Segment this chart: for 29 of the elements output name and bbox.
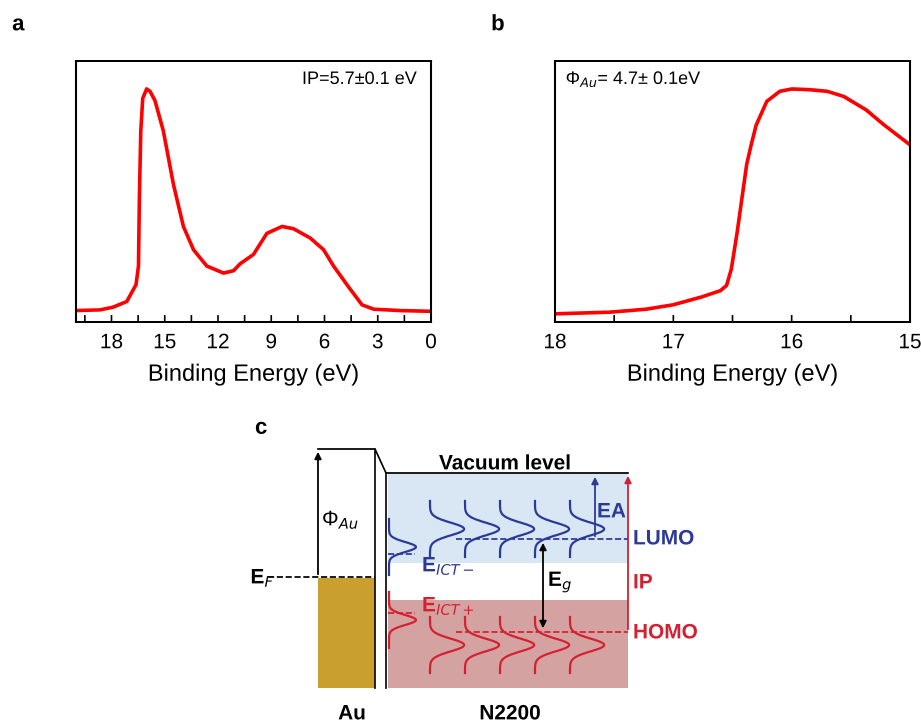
x-tick-label: 18 bbox=[545, 334, 566, 348]
text: EA bbox=[598, 503, 626, 518]
x-tick-label: 15 bbox=[900, 334, 921, 348]
x-tick-label: 6 bbox=[320, 334, 330, 348]
text: Vacuum level bbox=[439, 454, 570, 470]
text: Φ$_{Au}$ bbox=[323, 510, 358, 529]
x-tick-label: 12 bbox=[208, 334, 229, 348]
x-tick-label: 16 bbox=[782, 334, 802, 348]
x-tick-label: 17 bbox=[663, 334, 684, 348]
chart-title: a bbox=[12, 18, 25, 31]
x-tick-label: 9 bbox=[266, 334, 276, 348]
text: c bbox=[256, 422, 267, 434]
x-axis-title: Binding Energy (eV) bbox=[150, 364, 358, 386]
text: E$_{g}$ bbox=[549, 572, 571, 592]
text: Φ$_{Au}$= 4.7± 0.1eV bbox=[566, 71, 700, 88]
text: HOMO bbox=[634, 624, 697, 639]
text: E$_{ICT+}$ bbox=[423, 597, 473, 615]
x-tick-label: 15 bbox=[154, 334, 176, 348]
x-tick-label: 3 bbox=[372, 334, 383, 348]
text: Au bbox=[338, 705, 365, 720]
text: LUMO bbox=[634, 530, 694, 545]
chart-title: b bbox=[492, 14, 504, 31]
text: IP=5.7±0.1 eV bbox=[304, 71, 417, 84]
x-tick-label: 18 bbox=[102, 334, 122, 348]
text: IP bbox=[634, 574, 652, 588]
text: N2200 bbox=[480, 704, 540, 720]
x-axis-title: Binding Energy (eV) bbox=[628, 364, 837, 386]
x-tick-label: 0 bbox=[426, 334, 436, 348]
text: E$_{ICT−}$ bbox=[423, 557, 473, 575]
